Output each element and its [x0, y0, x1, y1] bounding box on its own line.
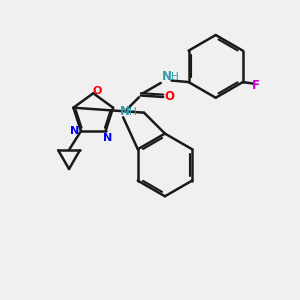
Text: H: H — [171, 72, 178, 82]
Text: F: F — [252, 79, 260, 92]
Text: N: N — [120, 105, 130, 119]
Text: O: O — [165, 91, 175, 103]
Text: O: O — [92, 86, 102, 96]
Text: H: H — [129, 107, 136, 117]
Text: N: N — [70, 126, 79, 136]
Text: N: N — [103, 133, 112, 142]
Text: N: N — [162, 70, 172, 83]
